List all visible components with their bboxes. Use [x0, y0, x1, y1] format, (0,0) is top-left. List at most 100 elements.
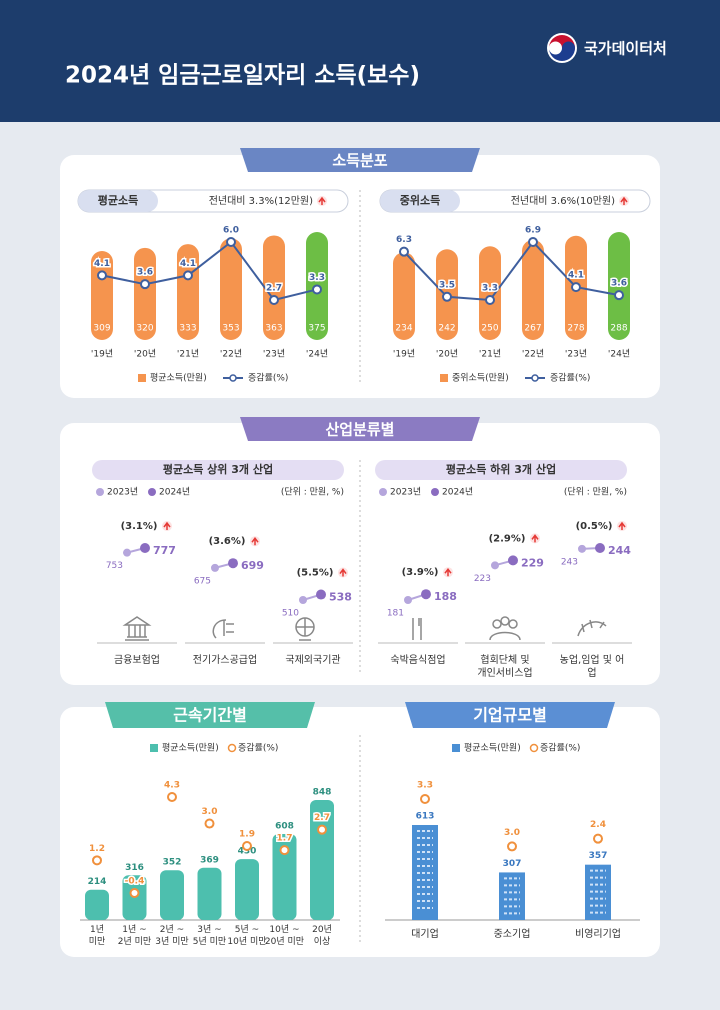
bar-label: 320 [136, 324, 153, 334]
up-arrow [531, 534, 539, 543]
bar [91, 251, 113, 340]
section-tab [240, 417, 480, 441]
legend-label: 2024년 [442, 487, 473, 498]
x-tick-label: 대기업 [411, 929, 439, 940]
rate-label: 3.0 [504, 828, 520, 838]
line-point [97, 270, 107, 281]
bar [220, 238, 242, 340]
bar-label: 430 [238, 847, 257, 857]
bar-label: 309 [93, 324, 110, 334]
bar-label: 214 [88, 877, 107, 887]
legend-swatch [529, 743, 539, 753]
x-tick-label: 1년 ~ 2년 미만 [117, 925, 152, 947]
pill-title: 평균소득 상위 3개 산업 [163, 462, 273, 476]
bar-label: 352 [163, 858, 182, 868]
rate-dot [129, 888, 140, 898]
industry-icons [122, 616, 607, 641]
change-label: (2.9%) [489, 533, 526, 544]
dot-2023 [491, 561, 499, 570]
value-2024: 229 [521, 556, 544, 569]
pill [375, 460, 627, 480]
bar-label: 363 [265, 324, 282, 334]
legend-label: 평균소득(만원) [464, 743, 521, 754]
pill-subtitle: 전년대비 3.3%(12만원) [209, 195, 313, 207]
line-point [485, 295, 495, 305]
point-label: 4.1 [94, 259, 110, 269]
value-2023: 243 [561, 557, 578, 567]
x-tick-label: 20년 이상 [312, 925, 332, 947]
dot-2023 [404, 596, 412, 604]
dot-2024 [508, 555, 518, 566]
x-tick-label: 금융보험업 [114, 655, 160, 666]
change-label: (0.5%) [576, 521, 613, 532]
section-tab [405, 702, 615, 728]
legend-swatch [96, 488, 104, 496]
point-label: 3.3 [482, 284, 498, 294]
value-2024: 777 [153, 544, 176, 557]
change-label: (3.1%) [121, 521, 158, 532]
x-tick-label: '19년 [91, 349, 113, 360]
x-tick-label: 10년 ~ 20년 미만 [264, 925, 305, 947]
bar-label: 278 [567, 324, 584, 334]
line-point [399, 246, 409, 257]
up-arrow [318, 196, 326, 205]
rate-dot [317, 824, 327, 835]
rate-dot [204, 818, 215, 829]
bar [479, 246, 501, 340]
x-tick-label: 1년 미만 [88, 925, 106, 947]
line-point [269, 295, 279, 305]
header-bg [0, 0, 720, 122]
bar-label: 369 [200, 855, 219, 865]
bar [160, 870, 184, 920]
rate-label: -0.4 [125, 877, 145, 887]
bar [235, 859, 259, 920]
dot-2024 [316, 589, 326, 600]
pill-title: 중위소득 [400, 194, 440, 207]
dot-2023 [123, 548, 131, 557]
legend-swatch [431, 488, 439, 496]
bar-label: 375 [308, 324, 325, 334]
change-label: (3.9%) [402, 567, 439, 578]
x-tick-label: 3년 ~ 5년 미만 [192, 925, 227, 947]
legend-swatch [150, 744, 158, 752]
x-tick-label: 협회단체 및 개인서비스업 [477, 655, 533, 679]
x-tick-label: 중소기업 [493, 929, 531, 940]
bar-label: 267 [524, 324, 541, 334]
point-label: 3.6 [611, 279, 627, 289]
value-2023: 223 [474, 574, 491, 584]
x-tick-label: '22년 [220, 349, 242, 360]
bar-label: 333 [179, 324, 196, 334]
up-arrow [620, 196, 628, 205]
section-tab [105, 702, 315, 728]
section-title: 소득분포 [332, 152, 387, 170]
bar-label: 250 [481, 324, 498, 334]
value-2023: 510 [282, 609, 299, 619]
value-2024: 538 [329, 591, 352, 604]
rate-dot [167, 792, 177, 802]
pill-subtitle: 전년대비 3.6%(10만원) [511, 195, 615, 207]
brand: 국가데이터처 [584, 40, 667, 58]
line-point [183, 270, 193, 281]
x-tick-label: 농업,임업 및 어업 [559, 655, 625, 679]
bar [263, 235, 285, 340]
x-tick-label: '22년 [522, 349, 544, 360]
line-point [312, 284, 322, 295]
dot-2024 [595, 543, 605, 553]
legend-swatch [440, 374, 448, 382]
legend-swatch [138, 374, 146, 382]
legend-label: 중위소득(만원) [452, 373, 509, 384]
line-point [226, 237, 236, 247]
rate-label: 2.7 [314, 813, 330, 823]
legend-label: 증감률(%) [248, 372, 288, 384]
legend-label: 평균소득(만원) [150, 373, 207, 384]
legend-swatch [148, 488, 156, 496]
legend-label: 2023년 [390, 487, 421, 498]
point-label: 3.3 [309, 273, 325, 283]
point-label: 2.7 [266, 284, 282, 294]
rate-label: 3.3 [417, 781, 433, 791]
bar-label: 316 [125, 863, 144, 873]
rate-label: 1.9 [239, 830, 255, 840]
x-tick-label: '23년 [263, 349, 285, 360]
bar-label: 357 [589, 851, 608, 861]
